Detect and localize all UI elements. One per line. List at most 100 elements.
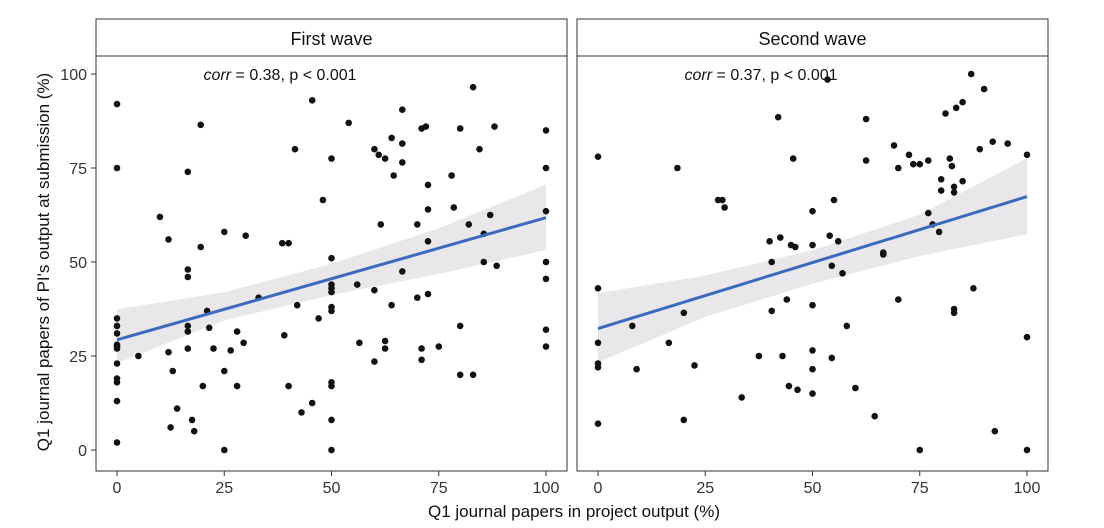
data-point	[680, 416, 688, 424]
data-point	[298, 409, 305, 416]
data-point	[285, 382, 292, 390]
data-point	[424, 290, 432, 298]
x-tick-label: 50	[323, 480, 341, 497]
data-point	[862, 157, 870, 164]
data-point	[399, 106, 406, 113]
data-point	[210, 345, 217, 352]
data-point	[450, 204, 458, 211]
data-point	[594, 285, 602, 292]
correlation-annotation: corr = 0.38, p < 0.001	[204, 67, 357, 84]
x-tick-label: 25	[215, 480, 233, 497]
data-point	[942, 110, 949, 117]
x-tick-label: 0	[594, 480, 603, 497]
data-point	[456, 371, 464, 379]
confidence-band	[598, 158, 1027, 363]
data-point	[165, 236, 172, 243]
data-point	[792, 243, 799, 251]
data-point	[240, 339, 247, 347]
data-point	[542, 343, 550, 350]
data-point	[233, 328, 241, 335]
data-point	[890, 142, 898, 149]
data-point	[777, 234, 784, 241]
data-point	[828, 354, 836, 362]
data-point	[424, 238, 432, 245]
x-tick-label: 25	[696, 480, 714, 497]
data-point	[594, 420, 602, 428]
data-point	[783, 296, 791, 303]
data-point	[469, 371, 477, 379]
data-point	[418, 345, 425, 352]
panel-2: Second wave corr = 0.37, p < 0.001	[576, 18, 1049, 472]
data-point	[381, 337, 389, 345]
data-point	[542, 275, 550, 283]
x-tick-label: 0	[113, 480, 122, 497]
data-point	[308, 399, 316, 407]
data-point	[486, 211, 494, 219]
data-point	[665, 339, 673, 347]
data-point	[167, 424, 174, 431]
data-point	[476, 145, 483, 153]
data-point	[285, 239, 292, 247]
data-point	[950, 189, 958, 196]
strip-label: Second wave	[758, 29, 866, 49]
data-point	[156, 213, 164, 221]
x-tick-label: 75	[430, 480, 448, 497]
data-point	[184, 273, 192, 281]
panels-layer: First wave corr = 0.38, p < 0.001 Second w…	[95, 18, 1049, 472]
data-point	[113, 379, 121, 386]
data-point	[165, 348, 172, 356]
data-point	[809, 390, 816, 397]
data-point	[959, 177, 966, 185]
data-point	[242, 232, 249, 239]
y-tick-label: 75	[69, 161, 87, 178]
data-point	[399, 140, 406, 147]
data-point	[113, 330, 121, 337]
data-point	[184, 322, 192, 330]
data-point	[719, 196, 726, 204]
data-point	[281, 332, 288, 339]
data-point	[852, 384, 859, 392]
x-tick-label: 75	[911, 480, 929, 497]
y-tick-label: 0	[78, 443, 87, 460]
data-point	[399, 268, 406, 275]
panel-1: First wave corr = 0.38, p < 0.001	[95, 18, 568, 472]
data-point	[976, 145, 984, 153]
data-point	[789, 155, 797, 162]
data-point	[491, 123, 498, 130]
data-point	[967, 70, 975, 78]
data-point	[766, 238, 773, 245]
data-point	[594, 364, 602, 371]
data-point	[308, 97, 316, 104]
data-point	[824, 76, 831, 83]
data-point	[113, 345, 121, 352]
data-point	[456, 125, 464, 132]
data-point	[594, 153, 602, 160]
data-point	[721, 204, 728, 211]
data-point	[991, 427, 999, 435]
data-point	[916, 446, 924, 454]
data-point	[738, 394, 745, 401]
data-point	[113, 322, 121, 330]
data-point	[319, 196, 327, 204]
data-point	[422, 123, 430, 130]
plot-area	[96, 56, 567, 471]
data-point	[113, 360, 121, 367]
data-point	[328, 155, 335, 162]
data-point	[830, 196, 838, 204]
data-point	[946, 155, 954, 162]
data-point	[381, 345, 389, 352]
data-point	[970, 285, 977, 292]
data-point	[113, 164, 121, 172]
data-point	[937, 187, 945, 194]
y-tick-label: 50	[69, 255, 87, 272]
data-point	[371, 286, 378, 294]
x-tick-label: 100	[533, 480, 560, 497]
y-tick-label: 25	[69, 349, 87, 366]
data-point	[424, 181, 432, 189]
data-point	[680, 309, 688, 317]
data-point	[169, 367, 177, 375]
data-point	[173, 405, 181, 412]
data-point	[371, 358, 378, 365]
strip-box	[95, 18, 568, 57]
data-point	[594, 339, 602, 347]
